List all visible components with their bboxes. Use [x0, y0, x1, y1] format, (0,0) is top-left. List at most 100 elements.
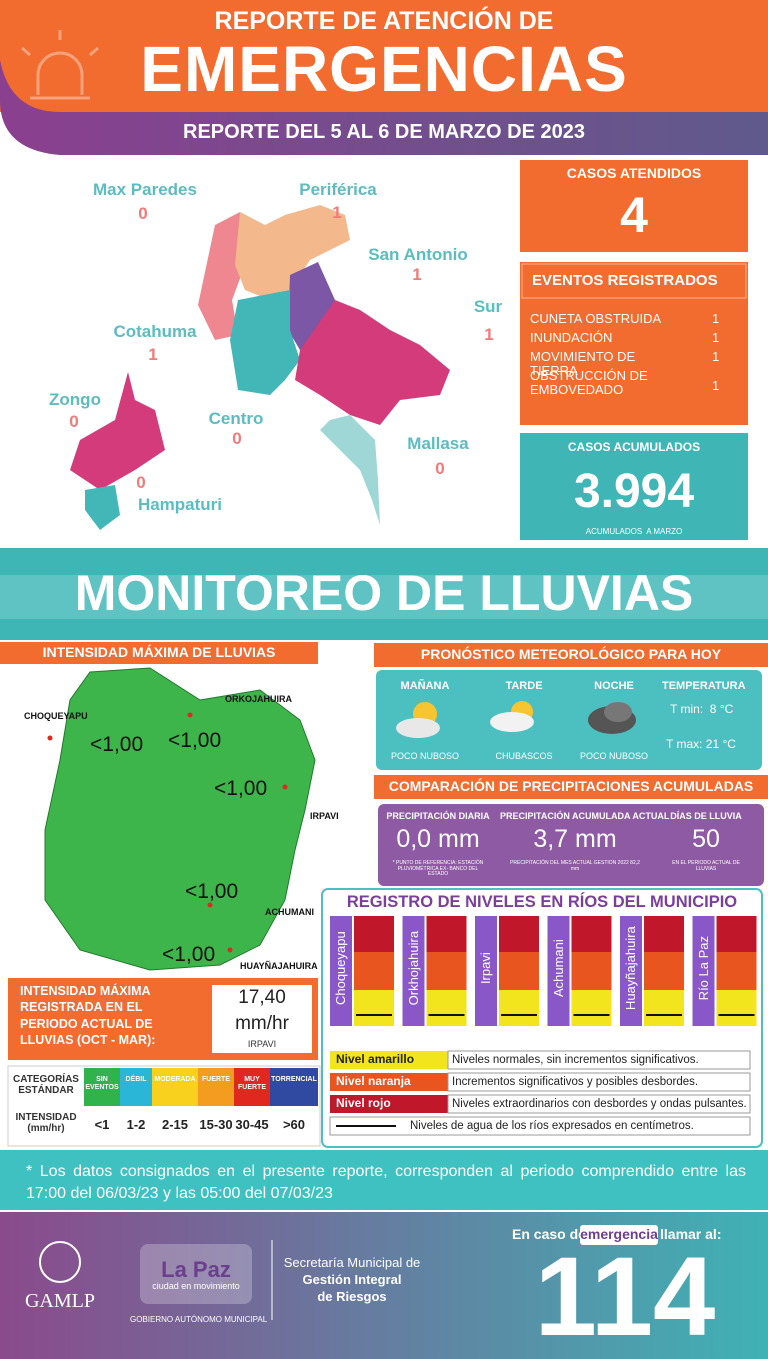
river-name: IRPAVI: [310, 811, 339, 821]
district-name: Cotahuma: [113, 322, 197, 341]
max-unit: mm/hr: [235, 1013, 289, 1034]
scale-range: >60: [282, 1117, 306, 1132]
cases-label: CASOS ATENDIDOS: [566, 165, 702, 181]
river-label: Choqueyapu: [332, 931, 348, 1006]
max-value: 17,40: [238, 987, 286, 1008]
footnote: * Los datos consignados en el presente r…: [26, 1163, 746, 1202]
temperature-label: TEMPERATURA: [662, 680, 746, 692]
header-title: EMERGENCIAS: [140, 33, 628, 105]
event-count: 1: [712, 311, 720, 326]
level-yellow: [499, 990, 539, 1026]
district-count: 1: [484, 325, 494, 344]
station-dot: [227, 947, 233, 953]
scale-category: MODERADA: [154, 1076, 196, 1083]
comparison-note: EN EL PERIODO ACTUAL DE LLUVIAS: [672, 860, 740, 872]
comparison-note: * PUNTO DE REFERENCIA: ESTACIÓN PLUVIOMÉ…: [392, 860, 484, 877]
rain-value: <1,00: [162, 943, 216, 966]
rain-map: [44, 667, 316, 971]
river-name: HUAYÑAJAHUIRA: [240, 961, 318, 971]
scale-category: DÉBIL: [125, 1076, 147, 1083]
phone: 114: [534, 1234, 716, 1359]
event-count: 1: [712, 349, 720, 364]
temperature-min: T min: 8 °C: [670, 702, 734, 716]
period-sky: CHUBASCOS: [495, 751, 553, 761]
district-count: 0: [232, 429, 242, 448]
river-label-box: [402, 916, 425, 1026]
level-yellow: [716, 990, 757, 1026]
accumulated-box: [520, 433, 748, 540]
river-label-box: [475, 916, 497, 1026]
event-count: 1: [712, 330, 720, 345]
level-orange: [499, 952, 539, 990]
forecast-box: [376, 670, 762, 770]
legend-swatch: [330, 1073, 448, 1091]
accumulated-note: ACUMULADOS A MARZO: [585, 527, 683, 536]
events-box: [520, 262, 748, 425]
district-count: 1: [412, 265, 422, 284]
event-name: MOVIMIENTO DE TIERRA: [530, 349, 636, 379]
district-name: Mallasa: [407, 434, 469, 453]
comparison-header: [374, 775, 768, 799]
legend-swatch: [330, 1051, 448, 1069]
level-red: [426, 916, 467, 952]
river-label-box: [620, 916, 642, 1026]
district-name: San Antonio: [368, 245, 468, 264]
river-name: ACHUMANI: [265, 907, 314, 917]
forecast-title: PRONÓSTICO METEOROLÓGICO PARA HOY: [420, 646, 722, 662]
level-red: [354, 916, 394, 952]
call-prefix: En caso de: [512, 1226, 586, 1242]
temperature-max: T max: 21 °C: [666, 737, 736, 751]
comparison-label: PRECIPITACIÓN ACUMULADA ACTUAL: [500, 811, 670, 821]
gamlp-emblem: [39, 1241, 81, 1283]
period-name: NOCHE: [594, 680, 634, 692]
comparison-value: 3,7 mm: [533, 825, 617, 853]
district-count: 0: [69, 412, 79, 431]
cases-value: 4: [620, 187, 648, 243]
district-count: 0: [136, 473, 146, 492]
comparison-value: 0,0 mm: [396, 825, 480, 853]
header-kicker: REPORTE DE ATENCIÓN DE: [214, 7, 554, 35]
scale-range: 2-15: [161, 1117, 189, 1132]
river-label: Orkhojahuira: [405, 930, 421, 1006]
period-sky: POCO NUBOSO: [579, 751, 648, 761]
scale-range: 1-2: [126, 1117, 146, 1132]
events-title-frame: [521, 263, 747, 299]
secretariat: de Riesgos: [317, 1289, 387, 1304]
comparison-title: COMPARACIÓN DE PRECIPITACIONES ACUMULADA…: [388, 778, 754, 794]
intensity-header: [0, 642, 318, 664]
comparison-label: DÍAS DE LLUVIA: [670, 811, 742, 821]
gamlp: GAMLP: [24, 1290, 95, 1312]
legend-level: Nivel naranja: [336, 1074, 411, 1088]
legend-level: Nivel rojo: [336, 1096, 391, 1110]
comparison-note: PRECIPITACIÓN DEL MES ACTUAL GESTION 202…: [510, 860, 640, 872]
level-red: [499, 916, 539, 952]
comparison-value: 50: [692, 825, 720, 853]
brand-badge: [140, 1244, 252, 1304]
level-orange: [716, 952, 757, 990]
river-level-bars: [330, 916, 757, 1026]
level-orange: [644, 952, 684, 990]
river-label: Irpavi: [477, 952, 493, 985]
district-name: Centro: [208, 409, 264, 428]
alarm-icon: [21, 30, 99, 100]
river-label: Achumani: [550, 939, 566, 998]
district-name: Periférica: [299, 180, 377, 199]
comparison-box: [378, 804, 764, 886]
secretariat: Gestión Integral: [302, 1272, 402, 1287]
event-name: CUNETA OBSTRUIDA: [530, 311, 662, 326]
river-label-box: [692, 916, 715, 1026]
scale-header: INTENSIDAD (mm/hr): [15, 1112, 77, 1134]
level-orange: [426, 952, 467, 990]
district-name: Max Paredes: [93, 180, 197, 199]
legend-level: Nivel amarillo: [336, 1052, 415, 1066]
max-intensity-value-box: [212, 985, 312, 1053]
scale-category: FUERTE: [202, 1076, 230, 1083]
scale-header: CATEGORÍAS ESTÁNDAR: [13, 1074, 79, 1096]
period-name: TARDE: [505, 680, 543, 692]
level-yellow: [426, 990, 467, 1026]
accumulated-label: CASOS ACUMULADOS: [567, 440, 701, 454]
max-label: INTENSIDAD MÁXIMA REGISTRADA EN EL PERIO…: [20, 984, 156, 1047]
level-orange: [354, 952, 394, 990]
